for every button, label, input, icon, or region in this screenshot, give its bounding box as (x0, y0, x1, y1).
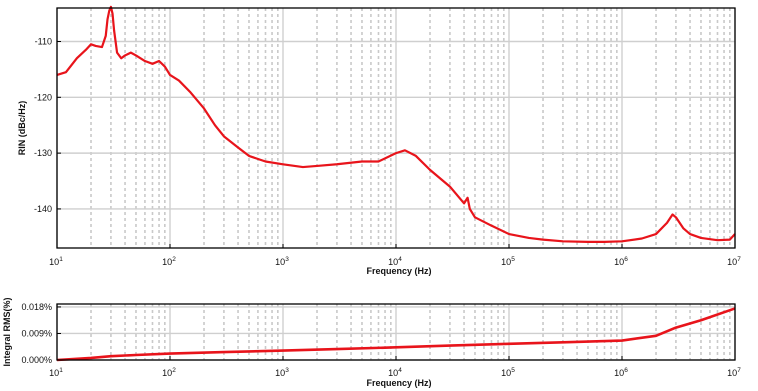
x-tick-label: 101 (49, 256, 63, 267)
x-tick-label: 107 (727, 367, 741, 378)
y-tick-label: 0.018% (21, 302, 52, 312)
y-tick-label: -110 (35, 36, 52, 46)
x-tick-label: 101 (49, 367, 63, 378)
y-tick-label: -140 (34, 204, 52, 214)
x-axis-label: Frequency (Hz) (366, 378, 431, 388)
y-tick-label: -130 (34, 148, 52, 158)
series-line (56, 5, 736, 243)
x-tick-label: 104 (388, 256, 402, 267)
y-tick-label: 0.009% (21, 328, 52, 338)
grid (56, 8, 736, 248)
x-tick-label: 102 (162, 367, 176, 378)
x-tick-label: 107 (727, 256, 741, 267)
y-tick-label: -120 (34, 92, 52, 102)
x-tick-label: 105 (501, 256, 515, 267)
y-axis-label: Integral RMS(%) (2, 297, 12, 366)
x-tick-label: 102 (162, 256, 176, 267)
x-tick-label: 103 (275, 367, 289, 378)
x-tick-label: 103 (275, 256, 289, 267)
x-tick-label: 105 (501, 367, 515, 378)
x-tick-label: 106 (614, 367, 628, 378)
x-tick-label: 106 (614, 256, 628, 267)
chart-rms: 0.018% 0.009% 0.000% 101 102 103 104 105 106 107 F… (2, 297, 741, 388)
x-tick-label: 104 (388, 367, 402, 378)
x-axis-label: Frequency (Hz) (366, 266, 431, 276)
series-line (56, 307, 736, 362)
y-tick-label: 0.000% (21, 355, 52, 365)
chart-rin: -110 -120 -130 -140 101 102 103 104 105 106 107 Fre… (17, 5, 741, 276)
y-axis-label: RIN (dBc/Hz) (17, 101, 27, 156)
